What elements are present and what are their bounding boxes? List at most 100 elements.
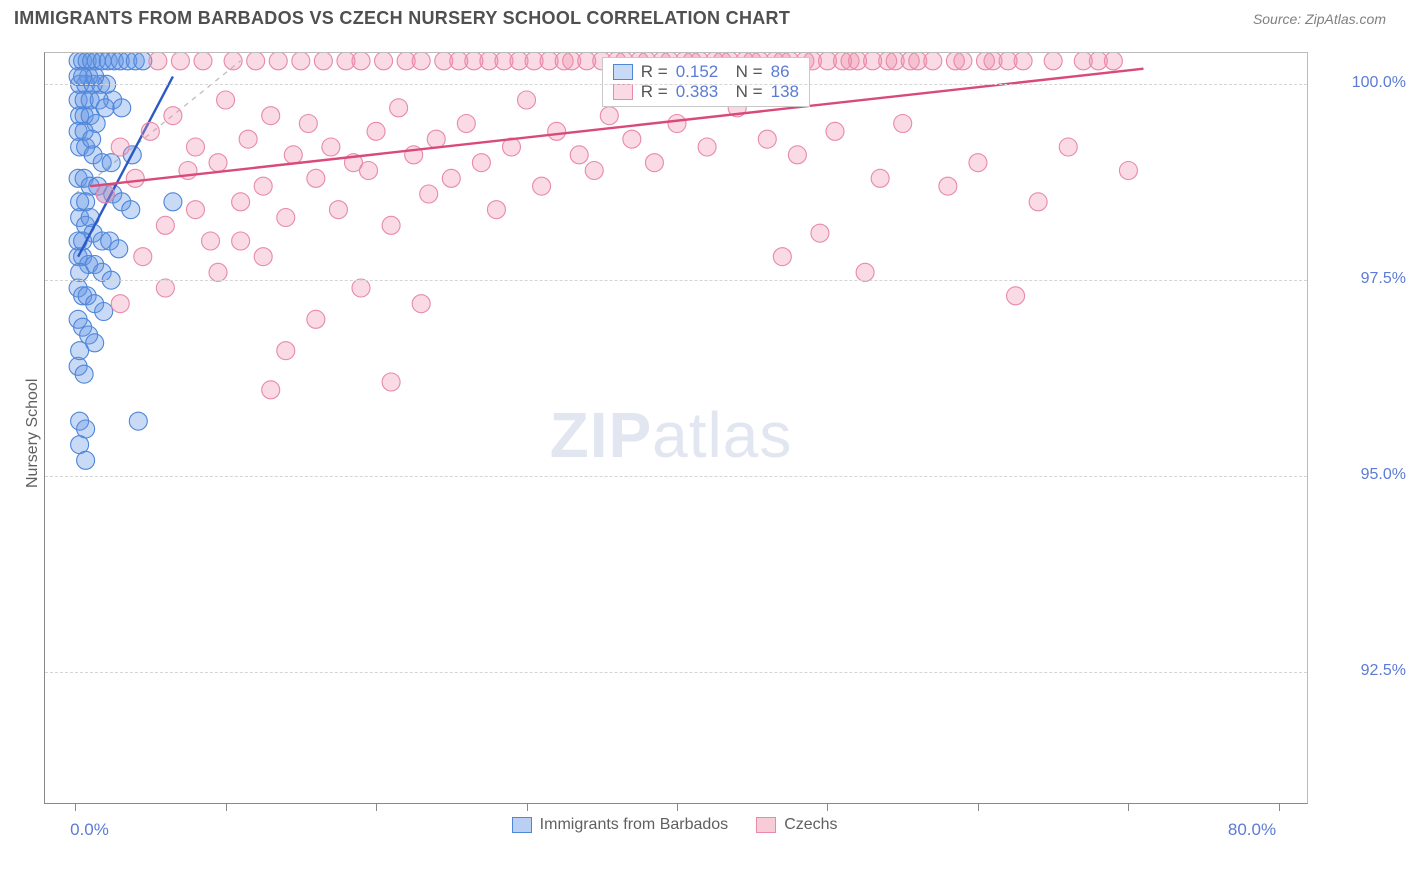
data-point: [390, 99, 408, 117]
plot-svg: [45, 53, 1309, 805]
data-point: [299, 115, 317, 133]
data-point: [788, 146, 806, 164]
x-tick: [376, 803, 377, 811]
data-point: [141, 122, 159, 140]
data-point: [111, 295, 129, 313]
data-point: [262, 107, 280, 125]
stat-r-label: R =: [641, 62, 668, 82]
data-point: [1007, 287, 1025, 305]
data-point: [623, 130, 641, 148]
data-point: [71, 342, 89, 360]
y-tick-label: 95.0%: [1324, 466, 1406, 484]
x-tick: [677, 803, 678, 811]
data-point: [1119, 162, 1137, 180]
stat-n-label: N =: [726, 62, 762, 82]
y-axis-title: Nursery School: [24, 379, 42, 488]
data-point: [954, 53, 972, 70]
data-point: [269, 53, 287, 70]
gridline: [45, 280, 1307, 281]
data-point: [894, 115, 912, 133]
data-point: [217, 91, 235, 109]
data-point: [111, 138, 129, 156]
x-tick: [226, 803, 227, 811]
data-point: [292, 53, 310, 70]
data-point: [773, 248, 791, 266]
legend-label: Immigrants from Barbados: [540, 816, 729, 834]
data-point: [77, 451, 95, 469]
data-point: [570, 146, 588, 164]
source-label: Source: ZipAtlas.com: [1253, 11, 1386, 27]
data-point: [427, 130, 445, 148]
data-point: [811, 224, 829, 242]
x-tick: [1279, 803, 1280, 811]
data-point: [164, 193, 182, 211]
data-point: [262, 381, 280, 399]
data-point: [826, 122, 844, 140]
data-point: [156, 216, 174, 234]
data-point: [412, 53, 430, 70]
data-point: [129, 412, 147, 430]
data-point: [322, 138, 340, 156]
legend-label: Czechs: [784, 816, 837, 834]
data-point: [871, 169, 889, 187]
data-point: [600, 107, 618, 125]
x-axis-max-label: 80.0%: [1228, 820, 1276, 840]
data-point: [382, 216, 400, 234]
stat-r-value: 0.152: [676, 62, 719, 82]
y-tick-label: 100.0%: [1324, 74, 1406, 92]
data-point: [156, 279, 174, 297]
data-point: [96, 99, 114, 117]
data-point: [209, 263, 227, 281]
data-point: [110, 240, 128, 258]
data-point: [254, 248, 272, 266]
data-point: [518, 91, 536, 109]
data-point: [126, 169, 144, 187]
data-point: [164, 107, 182, 125]
data-point: [352, 53, 370, 70]
data-point: [382, 373, 400, 391]
data-point: [254, 177, 272, 195]
stat-legend-box: R = 0.152 N = 86R = 0.383 N = 138: [602, 57, 810, 107]
data-point: [1044, 53, 1062, 70]
y-tick-label: 92.5%: [1324, 662, 1406, 680]
data-point: [186, 201, 204, 219]
data-point: [360, 162, 378, 180]
data-point: [698, 138, 716, 156]
data-point: [939, 177, 957, 195]
x-tick: [1128, 803, 1129, 811]
data-point: [352, 279, 370, 297]
data-point: [457, 115, 475, 133]
data-point: [548, 122, 566, 140]
data-point: [171, 53, 189, 70]
data-point: [102, 154, 120, 172]
data-point: [113, 99, 131, 117]
x-tick: [527, 803, 528, 811]
legend-swatch: [512, 817, 532, 833]
gridline: [45, 84, 1307, 85]
x-tick: [978, 803, 979, 811]
data-point: [122, 201, 140, 219]
data-point: [314, 53, 332, 70]
data-point: [472, 154, 490, 172]
data-point: [232, 193, 250, 211]
legend-item: Immigrants from Barbados: [512, 816, 729, 834]
data-point: [96, 185, 114, 203]
title-bar: IMMIGRANTS FROM BARBADOS VS CZECH NURSER…: [0, 0, 1406, 33]
data-point: [367, 122, 385, 140]
data-point: [1014, 53, 1032, 70]
legend-item: Czechs: [756, 816, 837, 834]
stat-n-value: 86: [771, 62, 790, 82]
data-point: [194, 53, 212, 70]
data-point: [239, 130, 257, 148]
data-point: [533, 177, 551, 195]
data-point: [284, 146, 302, 164]
data-point: [487, 201, 505, 219]
legend-bottom: Immigrants from Barbados Czechs: [512, 816, 838, 834]
data-point: [668, 115, 686, 133]
data-point: [585, 162, 603, 180]
data-point: [83, 130, 101, 148]
data-point: [307, 169, 325, 187]
data-point: [375, 53, 393, 70]
data-point: [420, 185, 438, 203]
data-point: [758, 130, 776, 148]
